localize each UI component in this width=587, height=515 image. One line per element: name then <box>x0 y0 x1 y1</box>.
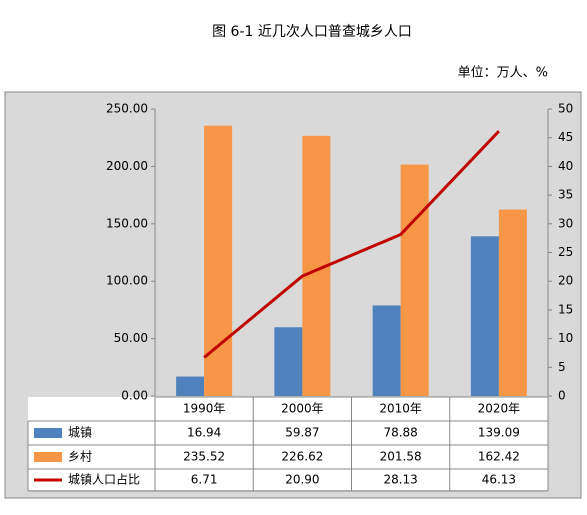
table-cell: 139.09 <box>478 426 520 440</box>
y-tick-label: 150.00 <box>106 216 148 230</box>
table-cell: 201.58 <box>380 450 422 464</box>
table-cell: 46.13 <box>482 473 516 487</box>
y2-tick-label: 10 <box>558 331 573 345</box>
table-cell: 6.71 <box>191 473 218 487</box>
table-cell: 20.90 <box>285 473 319 487</box>
y-tick-label: 200.00 <box>106 159 148 173</box>
y2-tick-label: 5 <box>558 360 566 374</box>
table-cell: 59.87 <box>285 426 319 440</box>
y2-tick-label: 50 <box>558 102 573 116</box>
bar <box>176 376 205 396</box>
bar <box>372 305 401 396</box>
y2-tick-label: 25 <box>558 245 573 259</box>
table-cell: 235.52 <box>183 450 225 464</box>
bar <box>498 209 527 396</box>
unit-label: 单位：万人、% <box>458 66 548 81</box>
table-bg <box>28 397 548 490</box>
y-tick-label: 0.00 <box>121 389 148 403</box>
legend-swatch <box>34 428 62 438</box>
y2-tick-label: 35 <box>558 188 573 202</box>
x-tick-label: 1990年 <box>183 402 226 416</box>
bar <box>470 236 499 396</box>
x-tick-label: 2000年 <box>281 402 324 416</box>
y2-tick-label: 30 <box>558 216 573 230</box>
table-cell: 28.13 <box>383 473 417 487</box>
y-tick-label: 250.00 <box>106 102 148 116</box>
legend-swatch <box>34 452 62 462</box>
bar <box>400 164 429 396</box>
x-tick-label: 2010年 <box>379 402 422 416</box>
table-cell: 162.42 <box>478 450 520 464</box>
y2-tick-label: 20 <box>558 274 573 288</box>
x-tick-label: 2020年 <box>478 402 521 416</box>
y-tick-label: 50.00 <box>114 331 148 345</box>
y-tick-label: 100.00 <box>106 274 148 288</box>
table-cell: 16.94 <box>187 426 221 440</box>
line <box>203 130 500 359</box>
chart-title: 图 6-1 近几次人口普查城乡人口 <box>212 24 412 40</box>
y2-tick-label: 40 <box>558 159 573 173</box>
y2-tick-label: 15 <box>558 302 573 316</box>
y2-tick-label: 45 <box>558 130 573 144</box>
bar <box>274 327 303 396</box>
table-cell: 78.88 <box>383 426 417 440</box>
legend-label: 城镇 <box>68 426 92 440</box>
legend-label: 乡村 <box>68 450 92 464</box>
legend-label: 城镇人口占比 <box>68 472 140 487</box>
bar <box>204 125 233 396</box>
y2-tick-label: 0 <box>558 389 566 403</box>
table-cell: 226.62 <box>281 450 323 464</box>
